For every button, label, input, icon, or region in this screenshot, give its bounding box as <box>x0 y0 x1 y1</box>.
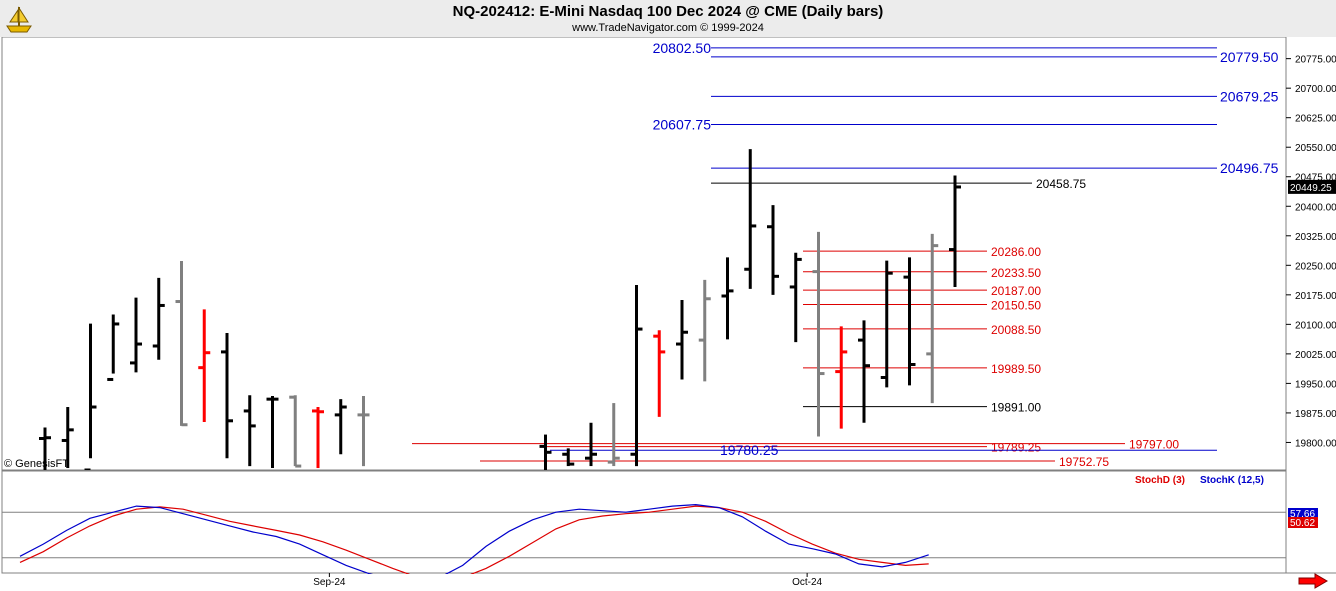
chart-title-bar <box>0 0 1336 37</box>
oscillator-series-line[interactable] <box>19 503 929 582</box>
oscillator-legend-label: StochD (3) <box>1135 475 1185 486</box>
watermark: © GenesisFT <box>4 458 69 470</box>
level-label: 19797.00 <box>1129 438 1179 452</box>
y-tick-label: 19800.00 <box>1295 438 1336 449</box>
level-label: 19780.25 <box>720 442 779 458</box>
level-label: 20679.25 <box>1220 88 1279 104</box>
y-tick-label: 20550.00 <box>1295 143 1336 154</box>
y-tick-label: 20475.00 <box>1295 173 1336 184</box>
oscillator-legend-label: StochK (12,5) <box>1200 475 1264 486</box>
last-price-box <box>1288 179 1336 194</box>
oscillator-lines <box>19 503 929 582</box>
chart-subtitle: www.TradeNavigator.com © 1999-2024 <box>572 22 764 34</box>
level-label: 19891.00 <box>991 401 1041 415</box>
price-chart[interactable]: 20775.00 20700.00 20625.00 20550.00 20475.00… <box>0 37 1336 591</box>
level-label: 19989.50 <box>991 362 1041 376</box>
y-tick-label: 20400.00 <box>1295 202 1336 213</box>
y-tick-label: 20775.00 <box>1295 55 1336 66</box>
y-tick-label: 20100.00 <box>1295 320 1336 331</box>
level-label: 19789.25 <box>991 441 1041 455</box>
level-label: 20233.50 <box>991 266 1041 280</box>
scroll-right-arrow-icon[interactable] <box>1298 573 1328 589</box>
level-label: 20779.50 <box>1220 49 1279 65</box>
level-label: 20187.00 <box>991 284 1041 298</box>
price-panel <box>1 37 1287 471</box>
level-label: 20458.75 <box>1036 177 1086 191</box>
level-label: 20286.00 <box>991 245 1041 259</box>
oscillator-series-line[interactable] <box>19 505 929 579</box>
y-tick-label: 20025.00 <box>1295 350 1336 361</box>
x-tick-label: Sep-24 <box>313 577 346 588</box>
stoch-d-last-box <box>1288 517 1318 528</box>
y-tick-label: 20325.00 <box>1295 232 1336 243</box>
last-price-label: 20449.25 <box>1290 183 1332 194</box>
chart-title: NQ-202412: E-Mini Nasdaq 100 Dec 2024 @ … <box>452 3 884 20</box>
price-bars <box>39 149 961 470</box>
x-tick-label: Oct-24 <box>792 577 822 588</box>
y-tick-label: 19875.00 <box>1295 409 1336 420</box>
level-label: 20607.75 <box>653 116 712 132</box>
y-tick-label: 19950.00 <box>1295 379 1336 390</box>
ship-logo-icon <box>6 6 32 33</box>
level-label: 20150.50 <box>991 298 1041 312</box>
level-label: 20088.50 <box>991 323 1041 337</box>
y-tick-label: 20250.00 <box>1295 261 1336 272</box>
level-label: 20802.50 <box>653 40 712 56</box>
stoch-k-last-value: 57.66 <box>1290 509 1315 520</box>
y-tick-label: 20175.00 <box>1295 291 1336 302</box>
stoch-d-last-value: 50.62 <box>1290 518 1315 529</box>
level-label: 20496.75 <box>1220 160 1279 176</box>
stoch-k-last-box <box>1288 508 1318 519</box>
y-tick-label: 20625.00 <box>1295 114 1336 125</box>
level-label: 19752.75 <box>1059 455 1109 469</box>
y-tick-label: 20700.00 <box>1295 84 1336 95</box>
